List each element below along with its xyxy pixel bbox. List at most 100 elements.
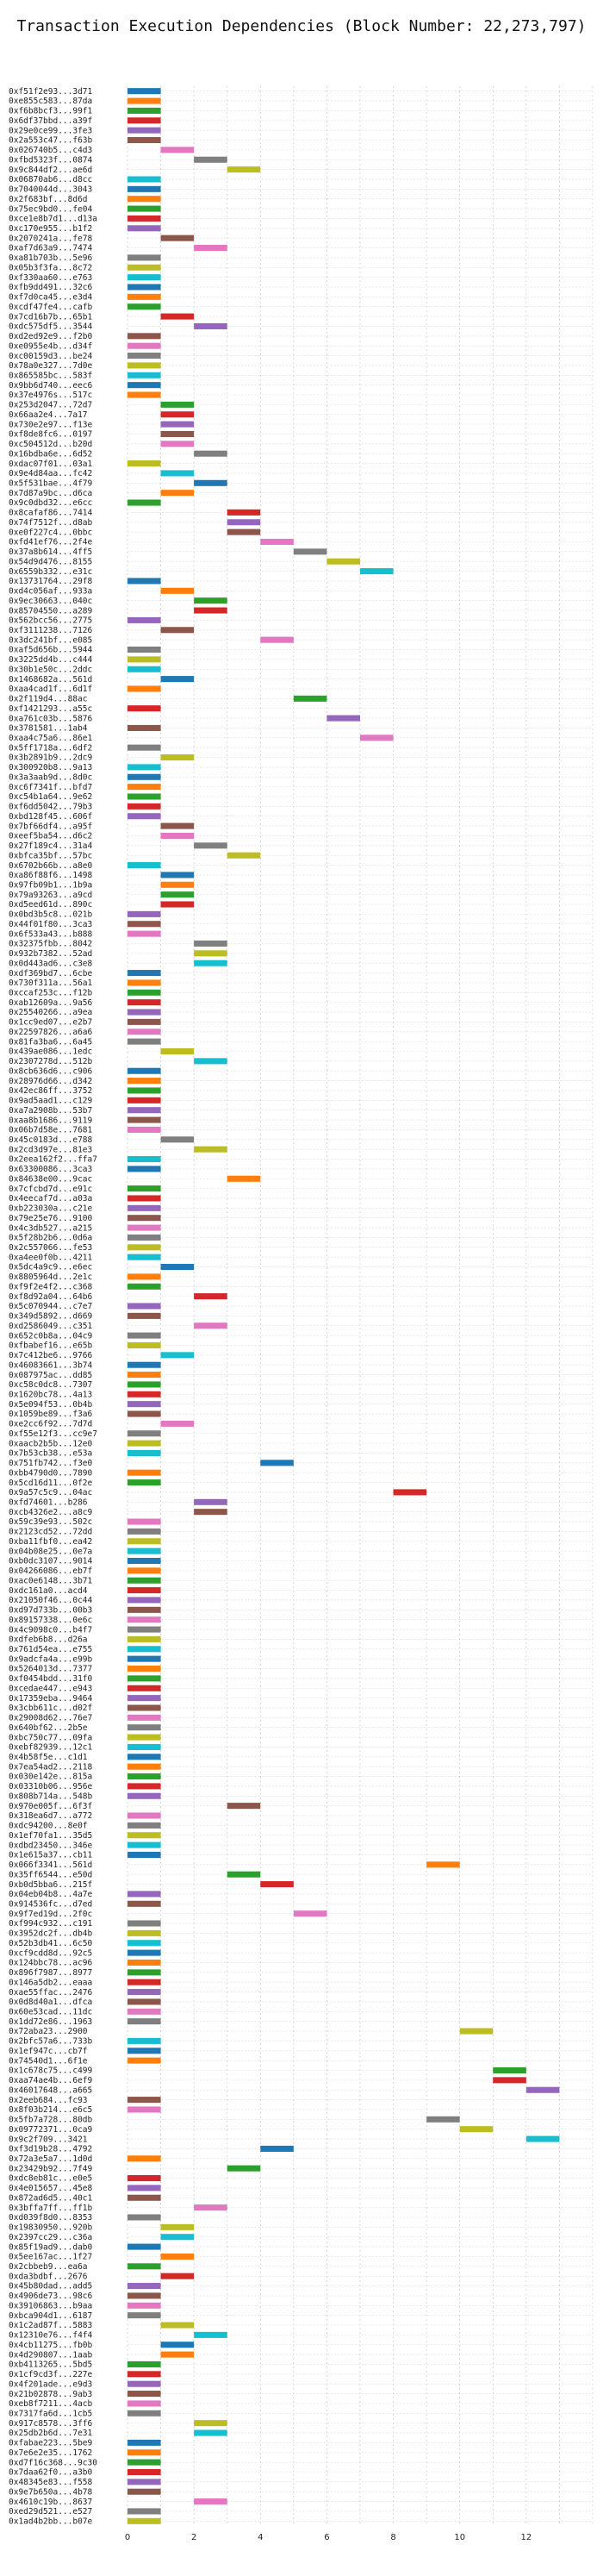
transaction-bar bbox=[160, 627, 195, 634]
transaction-bar bbox=[127, 284, 161, 291]
transaction-bar bbox=[160, 872, 195, 878]
transaction-bar bbox=[194, 1322, 227, 1329]
transaction-label: 0x04266086...eb7f bbox=[9, 1566, 92, 1576]
transaction-label: 0xfbabef16...e65b bbox=[9, 1341, 93, 1351]
x-tick-label: 10 bbox=[454, 2533, 465, 2542]
transaction-bar bbox=[525, 2086, 560, 2093]
transaction-bar bbox=[160, 430, 195, 437]
transaction-label: 0xb0dc3107...9014 bbox=[9, 1557, 93, 1566]
transaction-label: 0x5264013d...7377 bbox=[9, 1665, 92, 1674]
transaction-label: 0xae55ffac...2476 bbox=[9, 1988, 93, 1998]
transaction-label: 0xab12609a...9a56 bbox=[9, 998, 93, 1008]
transaction-label: 0x3a3aab9d...8d0c bbox=[9, 772, 92, 782]
transaction-label: 0x872ad6d5...40c1 bbox=[9, 2193, 93, 2203]
transaction-bar bbox=[127, 1979, 161, 1985]
transaction-label: 0x06870ab6...d8cc bbox=[9, 175, 92, 184]
transaction-label: 0x4906de73...98c6 bbox=[9, 2292, 93, 2301]
transaction-bar bbox=[127, 1155, 161, 1163]
transaction-bar bbox=[127, 1822, 161, 1829]
transaction-label: 0xf330aa60...e763 bbox=[9, 273, 92, 283]
transaction-bar bbox=[127, 2400, 161, 2407]
transaction-label: 0xa4ee0f0b...4211 bbox=[9, 1253, 93, 1262]
transaction-bar bbox=[127, 1391, 161, 1397]
transaction-label: 0x5fb7a728...80db bbox=[9, 2116, 93, 2125]
transaction-bar bbox=[160, 411, 195, 418]
transaction-label: 0xfbd5323f...0874 bbox=[9, 155, 93, 165]
transaction-bar bbox=[127, 1792, 161, 1799]
transaction-bar bbox=[194, 156, 227, 163]
transaction-bar bbox=[127, 215, 161, 222]
transaction-label: 0x3dc241bf...e085 bbox=[9, 635, 92, 645]
transaction-bar bbox=[127, 1116, 161, 1123]
transaction-label: 0x1059be89...f3a6 bbox=[9, 1410, 93, 1419]
transaction-label: 0xbb4790d0...7890 bbox=[9, 1468, 93, 1478]
transaction-bar bbox=[127, 1959, 161, 1966]
transaction-label: 0xeb8f7211...4acb bbox=[9, 2399, 93, 2409]
transaction-bar bbox=[227, 519, 261, 526]
transaction-bar bbox=[194, 960, 227, 966]
transaction-label: 0x640bf62...2b5e bbox=[9, 1723, 88, 1733]
transaction-bar bbox=[127, 1312, 161, 1319]
transaction-bar bbox=[127, 2175, 161, 2182]
transaction-bar bbox=[127, 1254, 161, 1260]
transaction-label: 0x12310e76...f4f4 bbox=[9, 2331, 93, 2341]
transaction-bar bbox=[127, 2008, 161, 2015]
transaction-label: 0x4eecaf7d...a03a bbox=[9, 1194, 92, 1204]
transaction-label: 0x970e005f...6f3f bbox=[9, 1802, 92, 1811]
transaction-bar bbox=[160, 2223, 195, 2230]
transaction-bar bbox=[127, 1528, 161, 1535]
transaction-bar bbox=[127, 1273, 161, 1280]
transaction-bar bbox=[127, 362, 161, 369]
transaction-label: 0x60e53cad...11dc bbox=[9, 2008, 92, 2017]
transaction-label: 0xc504512d...b20d bbox=[9, 440, 92, 449]
transaction-bar bbox=[127, 1724, 161, 1731]
transaction-bar bbox=[127, 1783, 161, 1790]
transaction-bar bbox=[160, 1352, 195, 1359]
transaction-bar bbox=[127, 2312, 161, 2319]
transaction-bar bbox=[194, 940, 227, 947]
transaction-bar bbox=[160, 832, 195, 839]
transaction-label: 0xbc750c77...09fa bbox=[9, 1733, 92, 1742]
transaction-bar bbox=[194, 2204, 227, 2211]
transaction-bar bbox=[127, 1078, 161, 1085]
transaction-label: 0x9ad5aad1...c129 bbox=[9, 1097, 93, 1106]
transaction-bar bbox=[127, 460, 161, 467]
transaction-bar bbox=[459, 2126, 494, 2133]
transaction-bar bbox=[194, 1058, 227, 1065]
transaction-label: 0x2c557066...fe53 bbox=[9, 1243, 92, 1253]
transaction-label: 0x4f201ade...e9d3 bbox=[9, 2379, 92, 2389]
transaction-label: 0x5dc4a9c9...e6ec bbox=[9, 1263, 92, 1272]
transaction-bar bbox=[260, 1881, 294, 1888]
transaction-label: 0x30b1e50c...2ddc bbox=[9, 665, 92, 674]
transaction-label: 0x8cafaf86...7414 bbox=[9, 509, 93, 518]
transaction-bar bbox=[127, 1685, 161, 1691]
transaction-bar bbox=[127, 1832, 161, 1839]
transaction-label: 0x78a0e327...7d0e bbox=[9, 361, 93, 371]
transaction-label: 0x761d54ea...e755 bbox=[9, 1645, 92, 1654]
transaction-label: 0x9c2f709...3421 bbox=[9, 2135, 88, 2144]
transaction-label: 0x087975ac...dd85 bbox=[9, 1371, 92, 1380]
transaction-bar bbox=[127, 353, 161, 360]
transaction-label: 0x7e6e2e35...1762 bbox=[9, 2448, 92, 2458]
transaction-bar bbox=[127, 803, 161, 810]
transaction-label: 0xc170e955...b1f2 bbox=[9, 224, 92, 234]
transaction-bar bbox=[127, 1538, 161, 1545]
transaction-bar bbox=[127, 1097, 161, 1104]
transaction-label: 0x5e094f53...0b4b bbox=[9, 1400, 93, 1410]
transaction-bar bbox=[127, 2508, 161, 2515]
transaction-label: 0x1ad4b2bb...b07e bbox=[9, 2517, 93, 2527]
transaction-label: 0x48345e83...f558 bbox=[9, 2478, 93, 2487]
transaction-label: 0x3781581...1ab4 bbox=[9, 724, 88, 734]
transaction-label: 0xd5eed61d...890c bbox=[9, 900, 92, 910]
transaction-bar bbox=[227, 1175, 261, 1182]
transaction-bar bbox=[127, 616, 161, 623]
transaction-bar bbox=[127, 1166, 161, 1172]
transaction-bar bbox=[127, 1989, 161, 1996]
transaction-bar bbox=[127, 254, 161, 261]
transaction-bar bbox=[127, 274, 161, 281]
transaction-label: 0x1468682a...561d bbox=[9, 675, 92, 685]
transaction-label: 0x730f311a...56a1 bbox=[9, 979, 93, 988]
transaction-label: 0x03310b06...956e bbox=[9, 1782, 93, 1791]
transaction-bar bbox=[127, 1332, 161, 1339]
transaction-label: 0x2eea162f2...ffa7 bbox=[9, 1155, 97, 1165]
